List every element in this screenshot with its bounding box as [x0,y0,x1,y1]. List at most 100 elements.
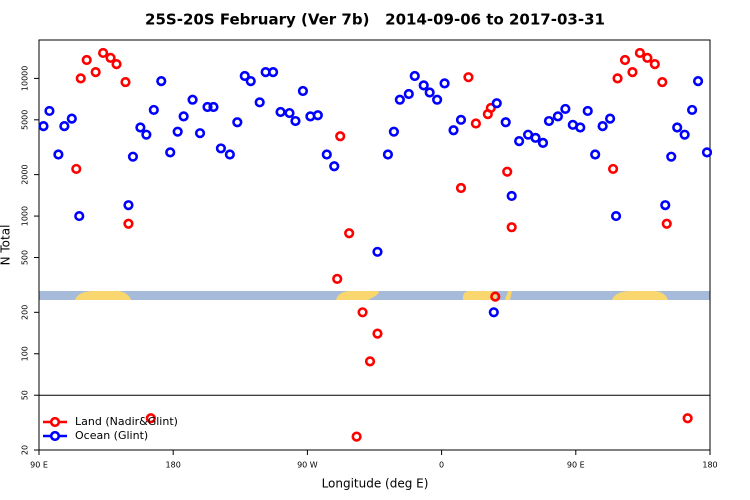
data-point [53,149,64,160]
data-point [455,182,467,194]
data-point [403,88,414,100]
data-point [575,122,586,133]
data-point [71,163,82,175]
data-point [98,47,109,59]
data-point [418,80,429,91]
data-point [178,111,189,122]
plot-frame [38,39,711,451]
data-point [502,166,513,177]
legend-label: Land (Nadir&Glint) [75,415,178,428]
data-point [491,98,502,109]
data-point [679,129,690,140]
data-point [424,87,435,98]
land-strip [612,291,668,300]
data-point [351,431,362,442]
surface-strip [39,291,710,300]
data-point [455,114,467,125]
data-point [321,149,332,160]
data-point [612,73,623,84]
data-point [448,125,459,136]
data-point [172,126,183,137]
data-point [44,105,55,117]
data-point [687,104,698,116]
data-point [506,190,517,202]
data-point [148,104,159,116]
data-point [463,72,474,83]
data-point [254,97,265,108]
data-point [135,122,146,133]
data-point [332,273,343,284]
data-point [619,54,631,66]
data-point [312,110,323,121]
data-point [81,54,92,66]
y-tick-label: 5000 [21,110,30,130]
data-point [187,94,198,105]
chart-title: 25S-20S February (Ver 7b) 2014-09-06 to … [145,11,605,29]
legend-marker [49,416,61,428]
data-point [141,129,152,140]
data-point [275,106,286,118]
data-point [297,85,309,97]
data-point [335,131,346,142]
y-tick-label: 50 [21,390,30,400]
data-point [409,70,420,82]
y-tick-label: 100 [21,346,30,361]
land-strip [75,291,131,300]
y-tick-label: 2000 [21,164,30,184]
data-point [604,113,616,124]
land-strip [505,291,512,300]
legend-label: Ocean (Glint) [75,429,148,442]
data-point [357,307,368,318]
data-point [394,94,405,105]
data-point [59,121,70,132]
legend-marker [49,430,61,442]
data-point [268,67,279,78]
x-tick-label: 90 E [30,461,48,470]
data-point [607,163,619,175]
data-point [105,52,116,63]
data-point [145,413,156,424]
data-point [372,246,383,257]
x-tick-label: 90 W [297,461,318,470]
data-point [597,121,608,132]
data-point [372,328,383,339]
data-point [590,149,601,160]
data-point [666,151,677,162]
data-point [488,307,499,318]
data-point [500,117,511,128]
x-axis-label: Longitude (deg E) [322,477,429,491]
x-tick-label: 0 [439,461,444,470]
data-point [514,136,525,147]
data-point [344,228,355,239]
land-strip [462,291,497,300]
y-axis-label: N Total [0,225,13,266]
data-point [388,126,399,137]
y-tick-label: 200 [21,305,30,320]
data-point [284,107,295,119]
data-point [75,73,86,84]
data-point [682,413,693,424]
data-point [123,218,134,229]
data-point [120,76,131,88]
data-point [202,101,213,113]
data-point [543,115,555,127]
data-point [560,103,571,115]
data-point [432,94,443,105]
data-point [582,105,593,117]
data-point [194,128,206,139]
data-point [485,102,496,114]
x-tick-label: 180 [166,461,181,470]
y-tick-label: 20 [21,445,30,455]
data-point [661,218,672,229]
data-point [642,52,653,63]
data-point [439,78,450,89]
data-point [38,121,49,132]
data-point [290,115,301,127]
data-point [657,76,668,88]
data-point [111,58,122,70]
y-tick-label: 1000 [21,206,30,226]
data-point [552,111,564,122]
data-point [232,117,243,128]
y-tick-label: 500 [21,250,30,265]
